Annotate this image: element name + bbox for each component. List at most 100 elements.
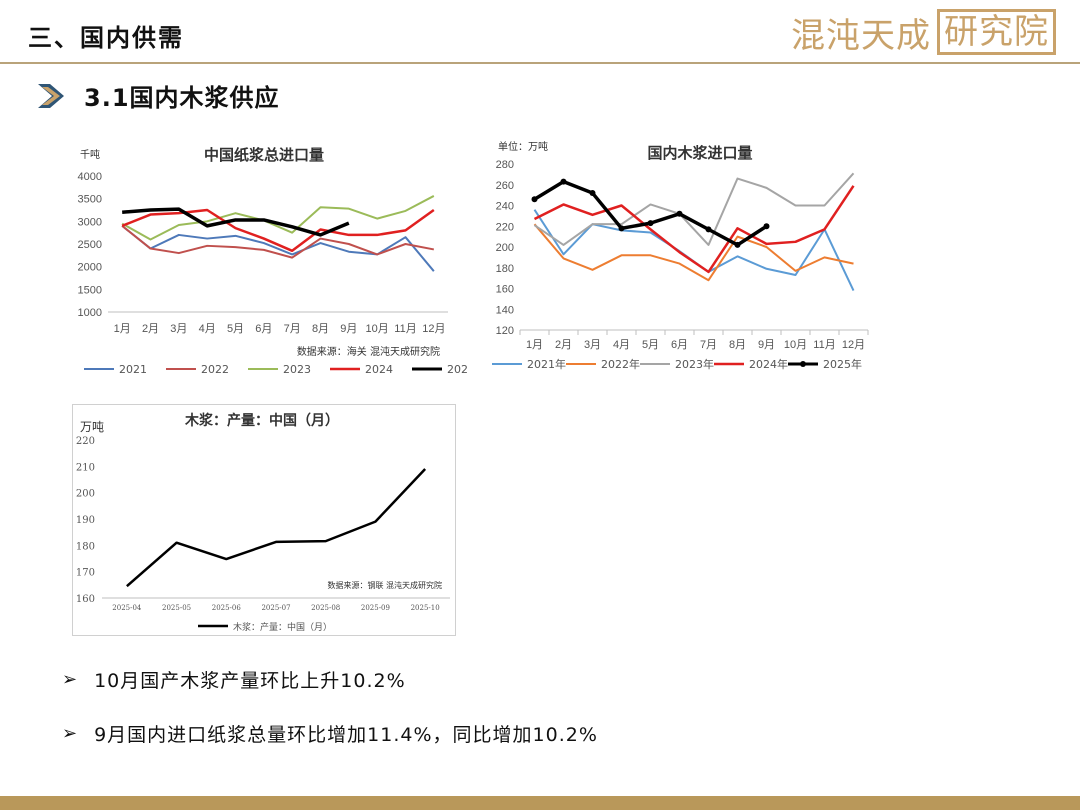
legend-label: 2021 [119, 363, 147, 376]
x-tick-label: 2月 [142, 323, 159, 335]
y-tick-label: 180 [76, 541, 95, 552]
chart-woodpulp-production: 木浆：产量：中国（月） 万吨 160 170 180 190 200 210 220 2025-0… [72, 404, 456, 636]
y-tick-label: 3000 [78, 216, 102, 228]
x-tick-label: 4月 [613, 339, 630, 351]
x-tick-label: 2025-08 [311, 604, 340, 612]
legend-label: 2023年 [675, 357, 714, 371]
brand-logo: 混沌天成 研究院 [791, 9, 1056, 56]
x-tick-label: 6月 [255, 323, 272, 335]
y-tick-label: 200 [76, 489, 95, 500]
x-tick-label: 2025-04 [112, 604, 142, 612]
x-tick-label: 5月 [642, 339, 659, 351]
x-tick-label: 9月 [758, 339, 775, 351]
legend-label: 2022年 [601, 357, 640, 371]
series-line [121, 208, 435, 253]
x-tick-label: 2025-06 [212, 604, 242, 612]
y-tick-label: 220 [496, 221, 514, 233]
legend-label: 2025年 [823, 357, 862, 371]
x-tick-label: 2月 [555, 339, 572, 351]
x-tick-label: 7月 [284, 323, 301, 335]
page-title: 三、国内供需 [28, 24, 184, 52]
y-tick-label: 1000 [78, 307, 102, 319]
x-tick-label: 5月 [227, 323, 244, 335]
y-tick-label: 200 [496, 242, 514, 254]
series-line [122, 207, 350, 237]
x-tick-label: 11月 [394, 323, 416, 335]
x-tick-label: 12月 [422, 323, 445, 335]
y-tick-label: 210 [76, 462, 95, 473]
y-tick-label: 120 [496, 325, 514, 337]
legend-label: 2022 [201, 363, 229, 376]
x-tick-label: 3月 [584, 339, 601, 351]
chart-frame [72, 404, 456, 636]
chart-pulp-imports-total: 中国纸浆总进口量 千吨 1000 1500 2000 2500 3000 3500 4000 1月… [68, 136, 468, 386]
y-tick-label: 4000 [78, 171, 102, 183]
x-tick-label: 4月 [199, 323, 216, 335]
x-tick-label: 8月 [312, 323, 329, 335]
source-note: 数据来源：钢联 混沌天成研究院 [327, 580, 442, 590]
y-tick-label: 190 [76, 515, 95, 526]
x-tick-label: 2025-09 [361, 604, 390, 612]
bullet-item: ➢ 9月国内进口纸浆总量环比增加11.4%，同比增加10.2% [62, 706, 598, 760]
x-tick-label: 2025-07 [261, 604, 290, 612]
x-tick-label: 10月 [366, 323, 389, 335]
chart-0-svg: 中国纸浆总进口量 千吨 1000 1500 2000 2500 3000 3500 4000 1月… [78, 146, 468, 376]
x-tick-label: 2025-10 [411, 604, 440, 612]
series-line [121, 195, 435, 241]
y-tick-label: 180 [496, 263, 514, 275]
bullet-text: 10月国产木浆产量环比上升10.2% [94, 669, 406, 692]
x-tick-label: 1月 [114, 323, 131, 335]
series-line [533, 172, 855, 246]
data-point [618, 225, 625, 232]
series-line [121, 225, 435, 272]
x-tick-label: 8月 [729, 339, 746, 351]
y-tick-label: 160 [496, 284, 514, 296]
chart-title: 国内木浆进口量 [647, 144, 752, 162]
y-tick-label: 160 [76, 594, 95, 605]
chart-title: 木浆：产量：中国（月） [184, 412, 339, 429]
legend-label: 2024年 [749, 357, 788, 371]
arrow-bullet-icon: ➢ [62, 668, 79, 690]
legend-marker [800, 361, 806, 367]
chart-2-svg: 木浆：产量：中国（月） 万吨 160 170 180 190 200 210 220 2025-0… [72, 404, 456, 636]
y-axis-unit-label: 单位：万吨 [498, 140, 548, 153]
chart-title: 中国纸浆总进口量 [204, 146, 324, 164]
y-tick-label: 1500 [78, 284, 102, 296]
y-tick-label: 220 [76, 436, 95, 447]
x-tick-label: 7月 [700, 339, 717, 351]
data-point [734, 241, 741, 248]
x-tick-label: 9月 [340, 323, 357, 335]
legend-label: 2023 [283, 363, 311, 376]
chart-woodpulp-imports: 国内木浆进口量 单位：万吨 120 140 160 180 200 220 240 260 280 1… [480, 134, 890, 384]
bullet-list: ➢ 10月国产木浆产量环比上升10.2% ➢ 9月国内进口纸浆总量环比增加11.… [62, 652, 598, 760]
data-point [705, 226, 712, 233]
y-tick-label: 280 [496, 159, 514, 171]
x-tick-label: 11月 [813, 339, 835, 351]
y-tick-label: 2500 [78, 239, 102, 251]
brand-name: 混沌天成 [791, 15, 931, 56]
series-line [126, 468, 427, 588]
y-tick-label: 260 [496, 180, 514, 192]
series-line [121, 225, 435, 259]
brand-box-text: 研究院 [937, 9, 1056, 55]
x-tick-label: 6月 [671, 339, 688, 351]
bullet-text: 9月国内进口纸浆总量环比增加11.4%，同比增加10.2% [94, 723, 598, 746]
source-note: 数据来源：海关 混沌天成研究院 [297, 345, 440, 358]
x-tick-label: 2025-05 [162, 604, 191, 612]
legend-label: 2024 [365, 363, 393, 376]
series-line [533, 223, 854, 282]
x-tick-label: 12月 [842, 339, 865, 351]
section-title: 3.1国内木浆供应 [84, 84, 280, 112]
y-axis-unit-label: 千吨 [80, 148, 100, 161]
y-tick-label: 240 [496, 201, 514, 213]
header-divider [0, 62, 1080, 64]
y-axis-unit-label: 万吨 [80, 420, 104, 434]
arrow-bullet-icon: ➢ [62, 722, 79, 744]
bullet-item: ➢ 10月国产木浆产量环比上升10.2% [62, 652, 598, 706]
y-tick-label: 2000 [78, 262, 102, 274]
data-point [763, 223, 770, 230]
data-point [676, 210, 683, 217]
legend-label: 2021年 [527, 357, 566, 371]
footer-bar [0, 796, 1080, 810]
data-point [647, 220, 654, 227]
